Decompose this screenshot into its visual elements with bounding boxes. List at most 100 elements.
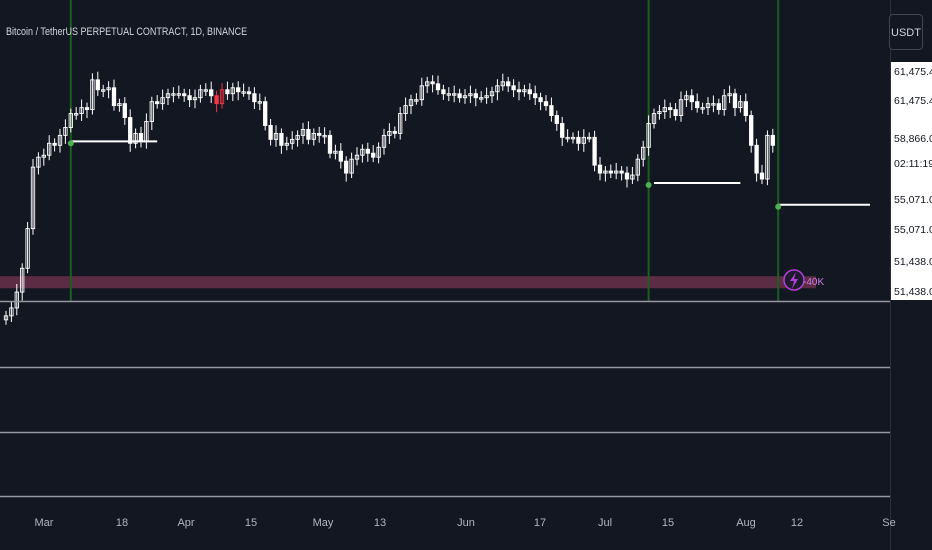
- candle-body: [47, 142, 52, 156]
- candle-body: [403, 105, 408, 115]
- candle-body: [155, 101, 160, 105]
- candle-46: [252, 87, 257, 110]
- candle-body: [614, 170, 619, 174]
- currency-button[interactable]: USDT: [889, 14, 923, 50]
- candle-102: [554, 110, 559, 131]
- candle-8: [47, 135, 52, 161]
- candle-28: [155, 95, 160, 109]
- candle-body: [219, 89, 225, 105]
- candle-body: [689, 95, 694, 103]
- candle-59: [322, 127, 327, 144]
- candle-79: [430, 75, 435, 93]
- candle-115: [624, 166, 630, 188]
- candle-82: [446, 87, 451, 102]
- candle-40: [219, 83, 225, 109]
- candle-body: [489, 91, 495, 97]
- candle-86: [468, 85, 473, 104]
- zone-band[interactable]: [0, 276, 816, 289]
- candle-22: [122, 97, 127, 125]
- candle-body: [495, 85, 500, 93]
- candle-body: [198, 89, 203, 99]
- price-tick-label: 02:11:19: [894, 158, 932, 170]
- candle-3: [20, 263, 25, 301]
- candle-body: [425, 81, 430, 87]
- candle-body: [36, 156, 41, 168]
- candle-body: [117, 103, 122, 107]
- candle-body: [230, 87, 235, 95]
- time-tick-label: 18: [116, 517, 128, 529]
- candle-48: [263, 96, 268, 131]
- candle-body: [452, 93, 457, 96]
- candle-body: [268, 125, 273, 140]
- candle-84: [457, 88, 462, 103]
- candle-series: [3, 71, 775, 325]
- candle-113: [614, 162, 619, 180]
- candle-125: [678, 91, 684, 122]
- candle-body: [138, 132, 144, 142]
- candle-body: [90, 79, 95, 111]
- candle-126: [684, 90, 689, 108]
- candle-body: [273, 132, 279, 140]
- candle-45: [246, 86, 252, 100]
- candle-107: [581, 129, 586, 152]
- candle-117: [635, 154, 640, 182]
- candle-body: [176, 93, 181, 96]
- price-axis-panel[interactable]: [891, 62, 932, 300]
- candle-body: [695, 101, 700, 109]
- candle-29: [160, 89, 165, 110]
- lightning-bolt-icon: [790, 272, 798, 289]
- candle-body: [646, 123, 651, 148]
- candle-body: [333, 150, 338, 154]
- candle-body: [246, 91, 252, 95]
- candle-body: [641, 146, 646, 160]
- time-tick-label: Mar: [35, 517, 54, 529]
- candle-108: [587, 132, 592, 143]
- candle-body: [376, 146, 381, 158]
- candle-body: [657, 111, 662, 115]
- candle-body: [549, 105, 554, 116]
- candle-body: [398, 113, 403, 134]
- time-tick-label: 12: [791, 517, 803, 529]
- candle-140: [759, 164, 765, 184]
- symbol-title[interactable]: Bitcoin / TetherUS PERPETUAL CONTRACT, 1…: [6, 26, 248, 38]
- time-tick-label: Se: [882, 517, 895, 529]
- candle-74: [403, 97, 408, 121]
- candle-body: [457, 93, 462, 99]
- candle-122: [662, 99, 667, 119]
- candle-body: [668, 107, 673, 111]
- candle-63: [344, 156, 349, 182]
- candle-54: [295, 130, 300, 147]
- candle-body: [284, 142, 289, 146]
- candle-85: [462, 89, 468, 104]
- price-tick-label: 61,475.4: [894, 95, 932, 107]
- candle-body: [430, 81, 435, 85]
- candle-31: [171, 87, 176, 103]
- candle-body: [203, 89, 208, 92]
- flash-badge[interactable]: -40K: [783, 269, 824, 291]
- candle-body: [479, 97, 484, 100]
- candle-116: [630, 166, 635, 184]
- candle-body: [371, 152, 376, 158]
- candle-135: [732, 88, 738, 117]
- candle-body: [765, 134, 770, 180]
- candle-93: [506, 76, 511, 92]
- candle-body: [171, 93, 176, 96]
- candle-body: [111, 87, 117, 107]
- candle-body: [84, 107, 90, 111]
- signal-dot-3: [775, 203, 782, 210]
- candle-body: [754, 144, 759, 174]
- candle-69: [376, 142, 381, 164]
- candle-body: [68, 113, 73, 128]
- time-tick-label: Apr: [177, 517, 194, 529]
- candle-body: [252, 93, 257, 103]
- candle-2: [14, 283, 19, 316]
- candle-7: [41, 148, 46, 166]
- candle-131: [711, 95, 716, 113]
- price-axis: 61,475.4 61,475.4 58,866.0 02:11:19 55,071.0…: [894, 66, 932, 298]
- candle-body: [543, 101, 549, 107]
- candle-10: [57, 128, 63, 153]
- candle-42: [230, 82, 235, 102]
- candle-88: [479, 91, 484, 103]
- price-tick-label: 55,071.0: [894, 224, 932, 236]
